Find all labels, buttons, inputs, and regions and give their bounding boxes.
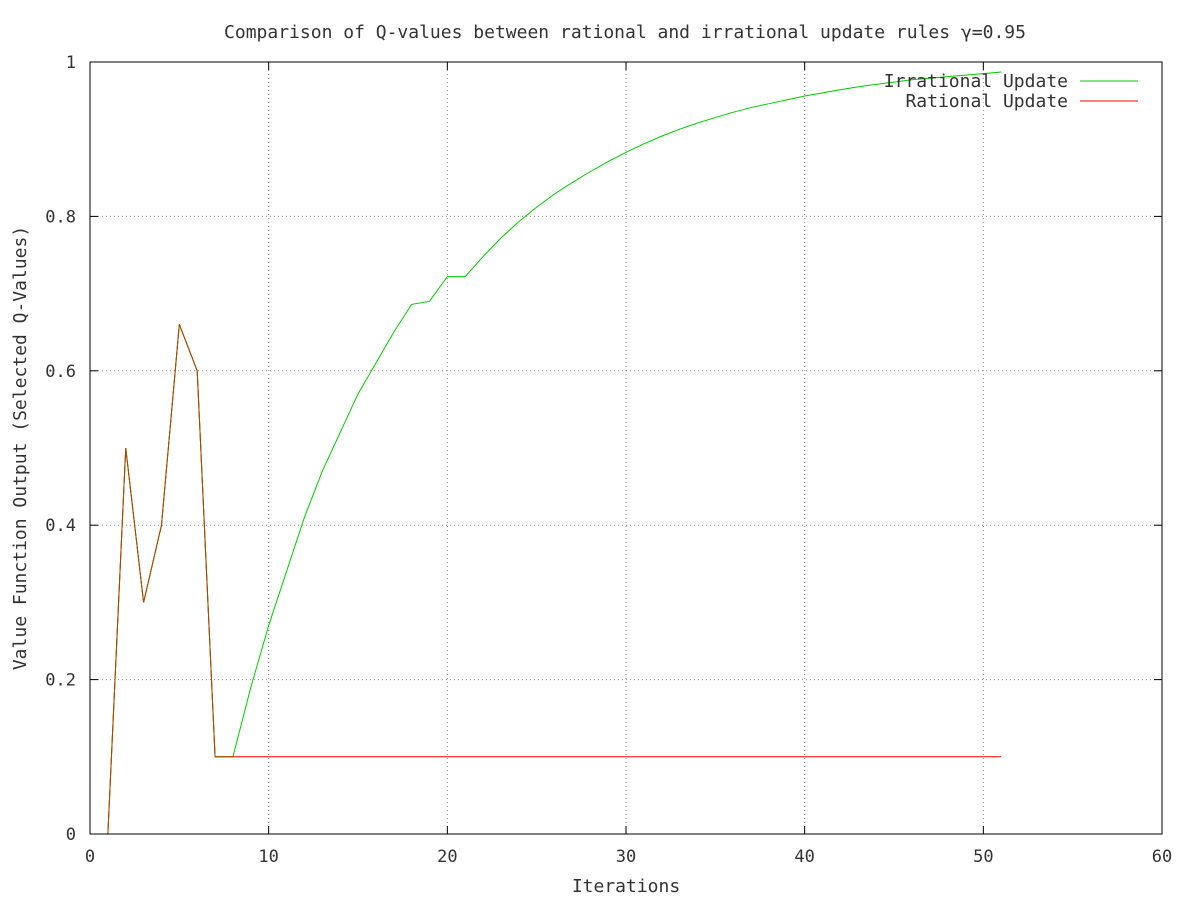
legend-label-rational-update: Rational Update [905, 91, 1068, 112]
x-axis-title: Iterations [572, 876, 680, 897]
y-tick-label: 0.4 [45, 516, 76, 536]
x-tick-label: 50 [973, 847, 993, 867]
y-tick-label: 0.6 [45, 362, 76, 382]
chart-title: Comparison of Q-values between rational … [224, 22, 1026, 43]
x-tick-label: 10 [258, 847, 278, 867]
x-tick-label: 0 [85, 847, 95, 867]
y-tick-label: 0 [66, 825, 76, 845]
x-tick-label: 40 [794, 847, 814, 867]
grid [90, 62, 1162, 834]
x-axis: 0 10 20 30 40 50 60 [85, 62, 1172, 867]
y-axis: 0 0.2 0.4 0.6 0.8 1 [45, 53, 1162, 845]
y-tick-label: 0.2 [45, 671, 76, 691]
rational-update-line [107, 324, 1002, 835]
series-layer [107, 71, 1002, 835]
plot-frame [89, 61, 1163, 835]
y-tick-label: 1 [66, 53, 76, 73]
overlap-segment-line [107, 324, 233, 835]
y-tick-label: 0.8 [45, 207, 76, 227]
x-tick-label: 30 [616, 847, 636, 867]
legend-label-irrational-update: Irrational Update [884, 71, 1068, 92]
y-axis-title: Value Function Output (Selected Q-Values… [10, 226, 31, 670]
irrational-update-line [107, 71, 1002, 835]
x-tick-label: 20 [437, 847, 457, 867]
x-tick-label: 60 [1152, 847, 1172, 867]
